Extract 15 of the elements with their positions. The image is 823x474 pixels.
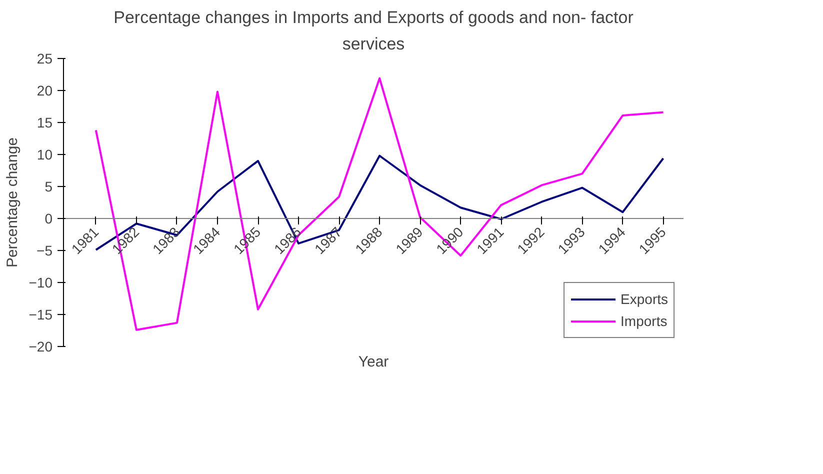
y-tick-label: −15 xyxy=(28,306,53,322)
y-tick-label: 5 xyxy=(44,178,53,194)
y-tick-label: 25 xyxy=(36,50,53,66)
legend-label: Imports xyxy=(620,313,668,329)
y-tick-label: −5 xyxy=(36,242,53,258)
y-tick-label: −10 xyxy=(28,274,53,290)
y-tick-label: 15 xyxy=(36,114,53,130)
legend-label: Exports xyxy=(620,291,668,307)
y-tick-label: 0 xyxy=(44,210,53,226)
y-tick-label: −20 xyxy=(28,338,53,354)
chart-title: Percentage changes in Imports and Exports of goods and non- factor services xyxy=(114,8,634,54)
x-axis-title: Year xyxy=(358,354,389,370)
y-axis-title: Percentage change xyxy=(4,137,21,268)
y-tick-label: 10 xyxy=(36,146,53,162)
y-tick-label: 20 xyxy=(36,82,53,98)
